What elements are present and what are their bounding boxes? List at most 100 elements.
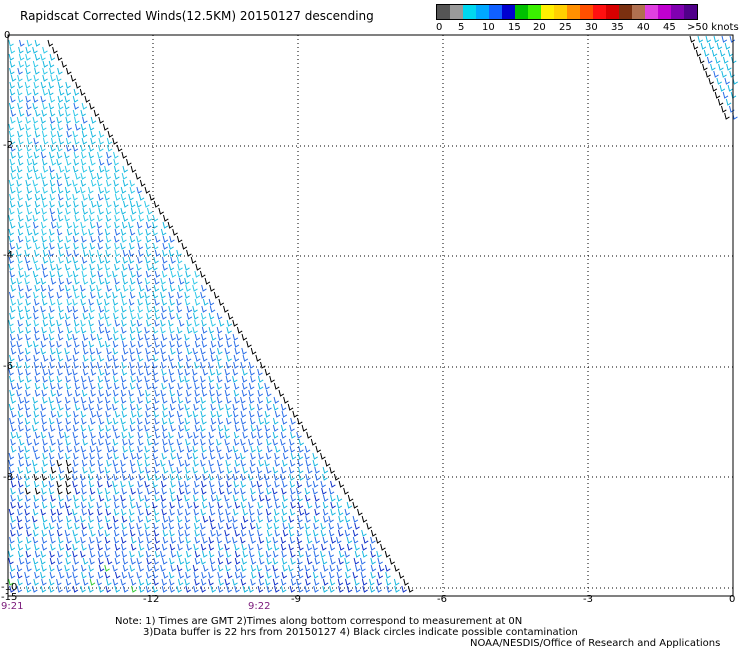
wind-barb: [72, 459, 79, 467]
wind-barb: [41, 263, 48, 271]
wind-barb: [186, 445, 193, 453]
wind-barb: [34, 452, 41, 460]
wind-barb: [154, 298, 160, 306]
wind-barb: [105, 221, 112, 229]
wind-barb: [82, 361, 88, 369]
wind-barb: [281, 550, 287, 558]
wind-barb: [56, 375, 63, 383]
wind-barb: [161, 256, 168, 264]
wind-barb: [120, 193, 127, 201]
wind-barb: [66, 291, 72, 299]
legend-swatch: [463, 5, 476, 19]
wind-barb: [120, 536, 127, 544]
wind-barb: [18, 53, 25, 61]
wind-barb: [89, 550, 96, 558]
wind-barb: [72, 298, 78, 306]
wind-barb: [10, 277, 17, 285]
wind-barb: [185, 564, 192, 572]
wind-barb: [713, 70, 719, 78]
wind-barb: [88, 571, 95, 579]
wind-barb: [65, 81, 71, 89]
wind-barb: [97, 452, 103, 460]
wind-barb: [97, 151, 103, 159]
wind-barb: [50, 515, 57, 523]
wind-barb: [128, 522, 135, 530]
wind-barb: [250, 494, 257, 502]
wind-barb: [322, 494, 329, 502]
wind-barb: [161, 305, 167, 313]
wind-barb: [258, 417, 265, 425]
wind-barb: [42, 368, 49, 376]
wind-barb: [41, 417, 47, 425]
wind-barb: [210, 424, 217, 432]
wind-barb: [26, 438, 33, 446]
legend-label-45: 45: [663, 22, 676, 33]
wind-barb: [154, 515, 160, 523]
wind-barb: [169, 403, 176, 411]
wind-barb: [41, 487, 47, 495]
wind-barb: [136, 326, 142, 334]
legend-swatch: [528, 5, 541, 19]
wind-barb: [75, 81, 81, 89]
wind-barb: [218, 403, 224, 411]
wind-barb: [8, 130, 15, 138]
wind-barb: [73, 375, 80, 383]
wind-barb: [369, 578, 375, 586]
wind-barb: [73, 88, 80, 96]
wind-barb: [138, 550, 144, 558]
wind-barb: [34, 193, 41, 201]
wind-barb: [242, 550, 249, 558]
wind-barb: [96, 249, 103, 257]
wind-barb: [169, 557, 175, 565]
wind-barb: [48, 333, 55, 341]
wind-barb: [49, 172, 56, 180]
wind-barb: [698, 56, 705, 64]
wind-barb: [249, 403, 255, 411]
wind-barb: [193, 571, 200, 579]
wind-barb: [80, 473, 86, 481]
wind-barb: [90, 277, 96, 285]
wind-barb: [178, 417, 185, 425]
wind-barb: [48, 368, 54, 376]
wind-barb: [192, 410, 199, 418]
wind-barb: [24, 256, 31, 264]
wind-barb: [113, 326, 119, 334]
wind-barb: [160, 480, 167, 488]
wind-barb: [57, 95, 64, 103]
wind-barb: [24, 305, 31, 313]
wind-barb: [16, 165, 23, 173]
wind-barb: [257, 543, 263, 551]
wind-barb: [73, 445, 80, 453]
wind-barb: [129, 284, 135, 292]
wind-barb: [273, 508, 280, 516]
wind-barb: [17, 95, 24, 103]
wind-barb: [194, 515, 201, 523]
wind-barb: [336, 494, 343, 502]
wind-barb: [82, 333, 89, 341]
wind-barb: [97, 529, 104, 537]
wind-barb: [200, 578, 207, 586]
wind-barb: [72, 193, 78, 201]
wind-barb: [290, 550, 296, 558]
wind-barb: [9, 536, 15, 544]
wind-barb: [26, 144, 32, 152]
wind-barb: [66, 445, 73, 453]
wind-barb: [80, 326, 87, 334]
legend-label-0: 0: [436, 22, 443, 33]
wind-barb: [257, 389, 264, 397]
wind-barb: [176, 515, 183, 523]
wind-barb: [250, 452, 256, 460]
wind-barb: [89, 102, 95, 110]
wind-barb: [32, 256, 39, 264]
wind-barb: [42, 242, 49, 250]
wind-barb: [200, 529, 206, 537]
wind-barb: [106, 480, 113, 488]
wind-barb: [256, 480, 263, 488]
wind-barb: [122, 249, 129, 257]
map-frame: [7, 34, 734, 597]
wind-barb: [154, 536, 161, 544]
wind-barb: [217, 522, 224, 530]
wind-barb: [257, 508, 263, 516]
wind-barb: [82, 214, 89, 222]
wind-barb: [17, 550, 24, 558]
